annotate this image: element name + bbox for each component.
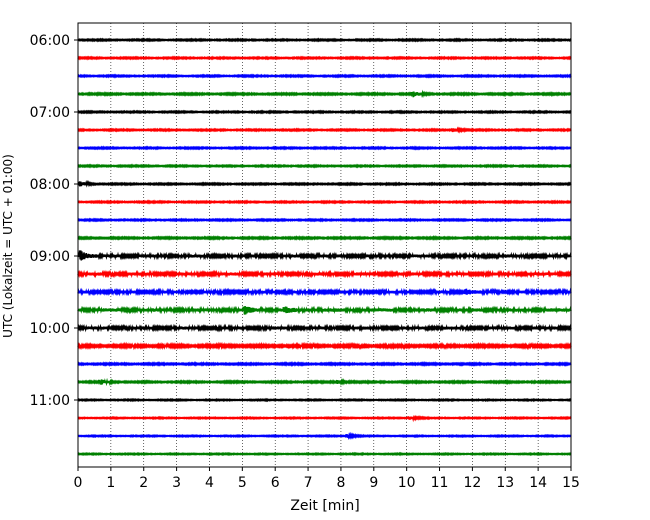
vertical-gridlines (110, 23, 539, 467)
x-tick-label: 8 (336, 475, 345, 491)
trace-line (77, 126, 572, 134)
trace-line (77, 37, 572, 43)
seismogram-traces (77, 37, 572, 457)
x-tick-label: 11 (431, 475, 449, 491)
trace-line (77, 269, 572, 279)
x-tick-label: 0 (74, 475, 83, 491)
trace-line (77, 55, 572, 61)
y-tick-label: 08:00 (30, 177, 70, 193)
x-tick-label: 9 (369, 475, 378, 491)
trace-line (77, 89, 572, 99)
x-tick-label: 10 (398, 475, 416, 491)
y-axis-ticks: 06:00 07:00 08:00 09:00 10:00 11:00 (30, 33, 78, 409)
x-axis-label: Zeit [min] (290, 498, 359, 514)
x-tick-label: 5 (238, 475, 247, 491)
x-tick-label: 15 (562, 475, 580, 491)
trace-line (77, 377, 572, 387)
y-tick-label: 10:00 (30, 321, 70, 337)
trace-line (77, 145, 572, 151)
trace-line (77, 217, 572, 223)
trace-line (77, 341, 572, 351)
trace-line (77, 431, 572, 441)
x-tick-label: 4 (205, 475, 214, 491)
x-tick-label: 2 (139, 475, 148, 491)
trace-line (77, 305, 572, 315)
trace-line (77, 287, 572, 297)
y-tick-label: 06:00 (30, 33, 70, 49)
x-axis-ticks: 0 1 2 3 4 5 6 7 8 9 10 11 12 13 14 15 (74, 467, 580, 491)
y-tick-label: 11:00 (30, 393, 70, 409)
trace-line (77, 361, 572, 367)
trace-line (77, 397, 572, 403)
y-axis-label: UTC (Lokalzeit = UTC + 01:00) (1, 154, 15, 338)
x-tick-label: 1 (106, 475, 115, 491)
x-tick-label: 12 (463, 475, 481, 491)
trace-line (77, 199, 572, 205)
y-tick-label: 07:00 (30, 105, 70, 121)
plot-frame (77, 22, 572, 468)
trace-line (77, 235, 572, 241)
trace-line (77, 323, 572, 333)
trace-line (77, 73, 572, 79)
trace-line (77, 109, 572, 115)
x-tick-label: 13 (496, 475, 514, 491)
y-tick-label: 09:00 (30, 249, 70, 265)
trace-line (77, 451, 572, 457)
x-tick-label: 3 (172, 475, 181, 491)
trace-line (77, 179, 572, 188)
x-tick-label: 7 (304, 475, 313, 491)
x-tick-label: 14 (529, 475, 547, 491)
x-tick-label: 6 (271, 475, 280, 491)
trace-line (77, 163, 572, 169)
trace-line (77, 250, 572, 261)
trace-line (77, 414, 572, 423)
